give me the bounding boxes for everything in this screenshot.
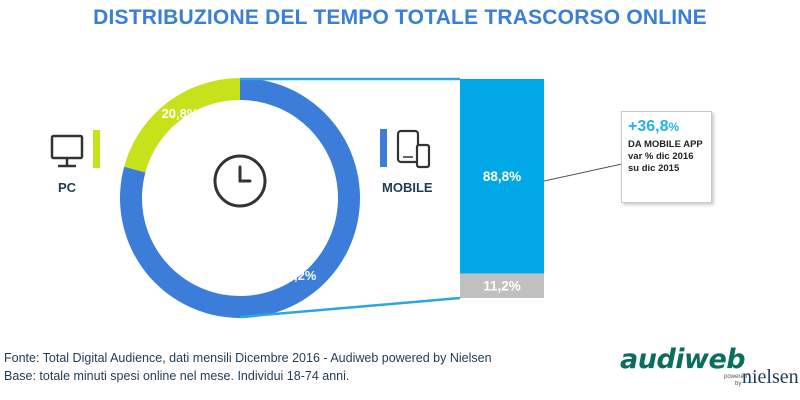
- growth-note: +36,8% DA MOBILE APP var % dic 2016 su d…: [621, 111, 712, 203]
- growth-line-3: su dic 2015: [628, 162, 680, 174]
- logo-by-text: by: [735, 381, 742, 387]
- growth-unit: %: [668, 120, 680, 134]
- growth-line-2: var % dic 2016: [628, 150, 694, 162]
- tablet-and-phone-icon: [396, 129, 431, 169]
- logo-nielsen-text: nielsen: [742, 366, 799, 388]
- clock-icon: [213, 154, 267, 208]
- mobile-legend: MOBILE: [380, 129, 433, 195]
- bar-label-1: 88,8%: [483, 169, 521, 184]
- pc-legend-label: PC: [58, 180, 77, 195]
- audiweb-nielsen-logo: audiweb powered by nielsen: [620, 344, 800, 396]
- bar-segment-2: [460, 273, 544, 298]
- bar-label-2: 11,2%: [483, 279, 521, 294]
- connector-bottom: [239, 296, 461, 319]
- callout-line: [543, 163, 623, 182]
- base-note: Base: totale minuti spesi online nel mes…: [4, 369, 350, 384]
- pc-legend: PC: [50, 130, 100, 195]
- connector-lines: [239, 77, 461, 319]
- logo-audiweb-text: audiweb: [620, 344, 746, 375]
- mobile-color-swatch: [380, 129, 387, 167]
- growth-value: +36,8: [628, 118, 669, 135]
- stacked-bar: 88,8% 11,2%: [460, 79, 544, 298]
- donut-label-pc: 20,8%: [162, 106, 199, 121]
- donut-label-mobile: 79,2%: [280, 268, 317, 283]
- footnote: Fonte: Total Digital Audience, dati mens…: [4, 349, 492, 385]
- mobile-legend-label: MOBILE: [382, 180, 433, 195]
- source-note: Fonte: Total Digital Audience, dati mens…: [4, 351, 492, 365]
- desktop-monitor-icon: [50, 134, 84, 168]
- pc-color-swatch: [93, 130, 100, 168]
- logo-powered-text: powered: [724, 374, 748, 380]
- chart-title: DISTRIBUZIONE DEL TEMPO TOTALE TRASCORSO…: [93, 6, 707, 29]
- donut-slice-pc: [124, 78, 240, 173]
- bar-segment-1: [460, 79, 544, 274]
- growth-line-1: DA MOBILE APP: [628, 139, 703, 150]
- donut-chart: 20,8% 79,2%: [119, 78, 360, 319]
